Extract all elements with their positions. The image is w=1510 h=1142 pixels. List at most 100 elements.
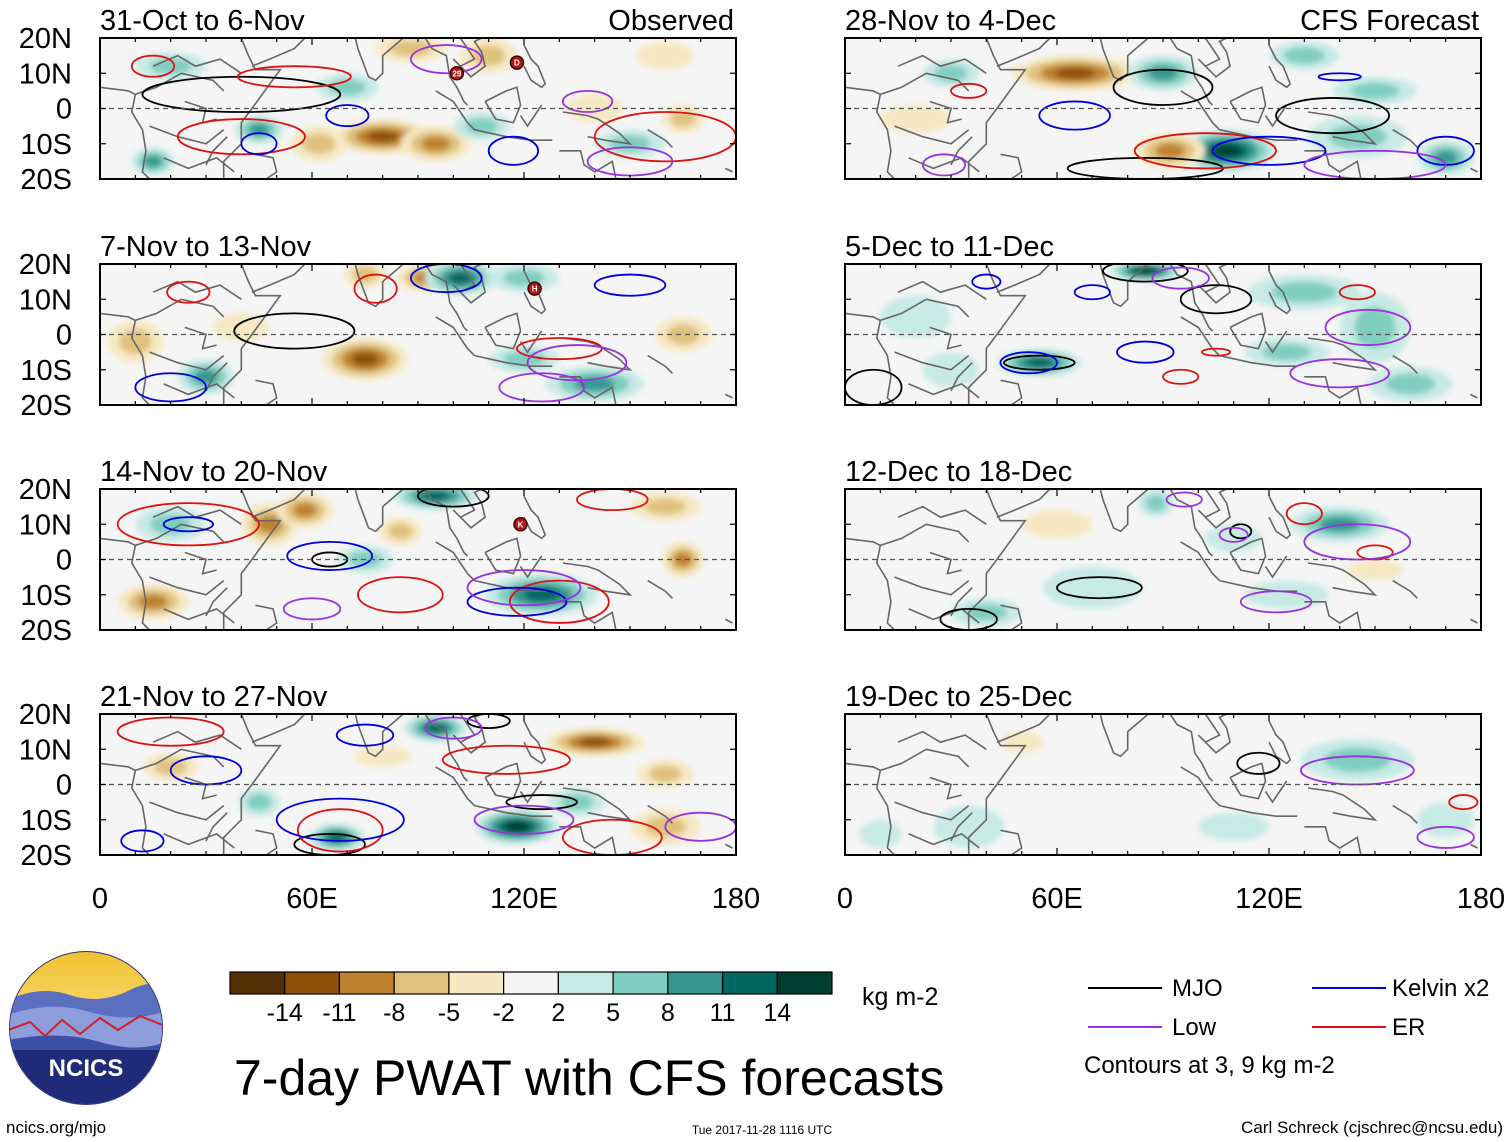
x-tick-label: 0	[837, 883, 853, 915]
contour-mjo	[417, 489, 490, 508]
coastline	[1470, 393, 1478, 399]
y-tick-label: 0	[56, 320, 72, 352]
pwat-anomaly-cell	[1417, 802, 1474, 838]
coastline	[1197, 489, 1232, 529]
panel-title: 31-Oct to 6-Nov	[100, 5, 305, 37]
contour-kelvin	[275, 797, 405, 842]
coastline	[725, 393, 733, 399]
colorbar-units: kg m-2	[862, 983, 938, 1011]
x-tick-label: 0	[92, 883, 108, 915]
coastline	[149, 351, 225, 371]
pwat-anomaly-cell	[648, 765, 682, 783]
coastline	[908, 382, 980, 399]
legend-label-er: ER	[1392, 1014, 1425, 1041]
coastline	[1000, 153, 1023, 179]
pwat-anomaly-cell	[666, 324, 700, 345]
map-outlines	[845, 264, 1478, 405]
x-tick-label: 180	[712, 883, 760, 915]
coastline	[152, 730, 242, 750]
colorbar-swatch	[721, 971, 778, 995]
pwat-anomaly-cell	[1354, 306, 1396, 349]
coastline	[301, 38, 405, 82]
pwat-anomaly-cell	[578, 737, 611, 747]
coastline	[880, 523, 970, 547]
pwat-anomaly-cell	[674, 552, 692, 567]
panel-title: 14-Nov to 20-Nov	[100, 456, 328, 488]
coastline	[1168, 264, 1214, 332]
pwat-anomaly-cell	[422, 491, 450, 501]
wave-contours	[1236, 751, 1479, 849]
coastline	[152, 280, 242, 300]
contour-er	[1285, 502, 1323, 526]
contour-er	[1133, 132, 1277, 170]
coastline	[908, 832, 980, 849]
coastline	[950, 136, 973, 166]
contour-low	[921, 153, 967, 177]
contour-er	[116, 502, 260, 547]
coastline	[897, 505, 987, 525]
coastline	[880, 298, 970, 322]
coastline	[1168, 489, 1214, 557]
contour-kelvin	[1038, 100, 1111, 131]
contour-low	[1165, 491, 1203, 508]
pwat-anomaly-cell	[566, 94, 623, 123]
coastline	[894, 351, 970, 371]
contour-er	[441, 744, 571, 775]
map-outlines	[845, 489, 1478, 630]
y-tick-label: 10S	[20, 129, 72, 161]
pwat-anomaly-cell	[1350, 82, 1400, 100]
coastline	[996, 38, 1051, 67]
contour-kelvin	[120, 829, 165, 853]
coastline	[474, 354, 553, 367]
coastline	[1204, 489, 1221, 518]
coastline	[523, 44, 547, 89]
coastline	[149, 801, 225, 821]
coastline	[1204, 38, 1221, 67]
coastline	[1304, 376, 1362, 405]
colorbar-tick-label: -14	[267, 999, 303, 1027]
colorbar-swatch	[393, 971, 450, 995]
pwat-anomaly-cell	[1021, 510, 1093, 539]
pwat-anomaly-cell	[1025, 358, 1053, 368]
contour-low	[1239, 590, 1313, 614]
pwat-field	[107, 264, 712, 402]
legend-label-low: Low	[1172, 1014, 1217, 1041]
wave-contours	[116, 714, 736, 855]
coastline	[1180, 316, 1221, 357]
contour-low	[1218, 526, 1249, 543]
coastline	[255, 379, 278, 405]
colorbar-swatch	[557, 971, 614, 995]
tropical-cyclone-icon	[449, 66, 465, 81]
contour-kelvin	[1211, 135, 1327, 166]
y-tick-label: 10N	[19, 509, 72, 541]
pwat-anomaly-cell	[449, 272, 472, 284]
contour-kelvin	[240, 132, 278, 156]
pwat-anomaly-cell	[1244, 580, 1330, 609]
map-outlines	[100, 38, 733, 179]
x-tick-label: 120E	[1235, 883, 1303, 915]
coastline	[929, 326, 962, 350]
coastline	[1304, 826, 1362, 855]
y-tick-label: 20S	[20, 164, 72, 196]
coastline	[1268, 495, 1292, 540]
coastline	[1470, 843, 1478, 849]
coastline	[725, 618, 733, 624]
contour-er	[1338, 284, 1376, 301]
storm-label: K	[518, 520, 524, 529]
coastline	[163, 382, 235, 399]
coastline	[205, 587, 228, 617]
coastline	[519, 330, 543, 354]
coastline	[1180, 766, 1221, 807]
storm-label: D	[514, 59, 520, 68]
coastline	[1204, 264, 1221, 293]
coastline	[452, 38, 487, 78]
contour-low	[561, 89, 614, 113]
coastline	[1304, 150, 1362, 179]
colorbar-tick-label: 11	[710, 999, 736, 1027]
pwat-anomaly-cell	[644, 498, 686, 515]
coastline	[484, 86, 522, 124]
footer-site-link[interactable]: ncics.org/mjo	[6, 1118, 106, 1137]
pwat-anomaly-cell	[118, 329, 152, 354]
